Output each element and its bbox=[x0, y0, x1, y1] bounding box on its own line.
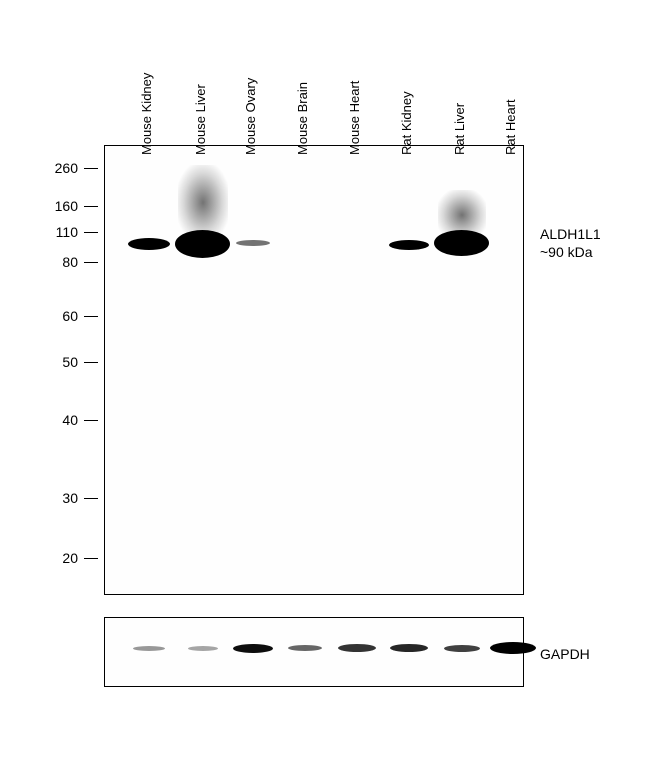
mw-marker-tick bbox=[84, 206, 98, 207]
gapdh-band bbox=[444, 645, 480, 652]
mw-marker-label: 60 bbox=[0, 308, 78, 324]
band-smear bbox=[178, 165, 228, 240]
mw-marker-label: 30 bbox=[0, 490, 78, 506]
mw-marker-label: 160 bbox=[0, 198, 78, 214]
mw-marker-tick bbox=[84, 316, 98, 317]
mw-marker-label: 110 bbox=[0, 224, 78, 240]
mw-marker-tick bbox=[84, 498, 98, 499]
lane-label: Mouse Kidney bbox=[139, 73, 154, 155]
mw-marker-label: 20 bbox=[0, 550, 78, 566]
mw-marker-label: 50 bbox=[0, 354, 78, 370]
loading-control-label: GAPDH bbox=[540, 645, 590, 663]
lane-label: Mouse Brain bbox=[295, 82, 310, 155]
protein-band bbox=[389, 240, 429, 250]
target-size: ~90 kDa bbox=[540, 244, 593, 260]
gapdh-blot-panel bbox=[104, 617, 524, 687]
protein-band bbox=[128, 238, 170, 250]
lane-label: Rat Heart bbox=[503, 99, 518, 155]
gapdh-band bbox=[233, 644, 273, 653]
lane-label: Mouse Liver bbox=[193, 84, 208, 155]
mw-marker-label: 40 bbox=[0, 412, 78, 428]
mw-marker-tick bbox=[84, 232, 98, 233]
lane-label: Rat Kidney bbox=[399, 91, 414, 155]
protein-band bbox=[434, 230, 489, 256]
mw-marker-tick bbox=[84, 558, 98, 559]
mw-marker-tick bbox=[84, 420, 98, 421]
protein-band bbox=[175, 230, 230, 258]
figure-container: ALDH1L1 ~90 kDa GAPDH Mouse Kidney Mouse … bbox=[0, 0, 650, 766]
gapdh-band bbox=[390, 644, 428, 652]
lane-label: Mouse Heart bbox=[347, 81, 362, 155]
mw-marker-label: 260 bbox=[0, 160, 78, 176]
mw-marker-tick bbox=[84, 262, 98, 263]
gapdh-band bbox=[133, 646, 165, 651]
gapdh-band bbox=[188, 646, 218, 651]
gapdh-band bbox=[338, 644, 376, 652]
lane-label: Mouse Ovary bbox=[243, 78, 258, 155]
antibody-target-label: ALDH1L1 ~90 kDa bbox=[540, 225, 601, 261]
mw-marker-tick bbox=[84, 362, 98, 363]
gapdh-band bbox=[490, 642, 536, 654]
target-name: ALDH1L1 bbox=[540, 226, 601, 242]
protein-band bbox=[236, 240, 270, 246]
mw-marker-label: 80 bbox=[0, 254, 78, 270]
mw-marker-tick bbox=[84, 168, 98, 169]
lane-label: Rat Liver bbox=[452, 103, 467, 155]
gapdh-band bbox=[288, 645, 322, 651]
